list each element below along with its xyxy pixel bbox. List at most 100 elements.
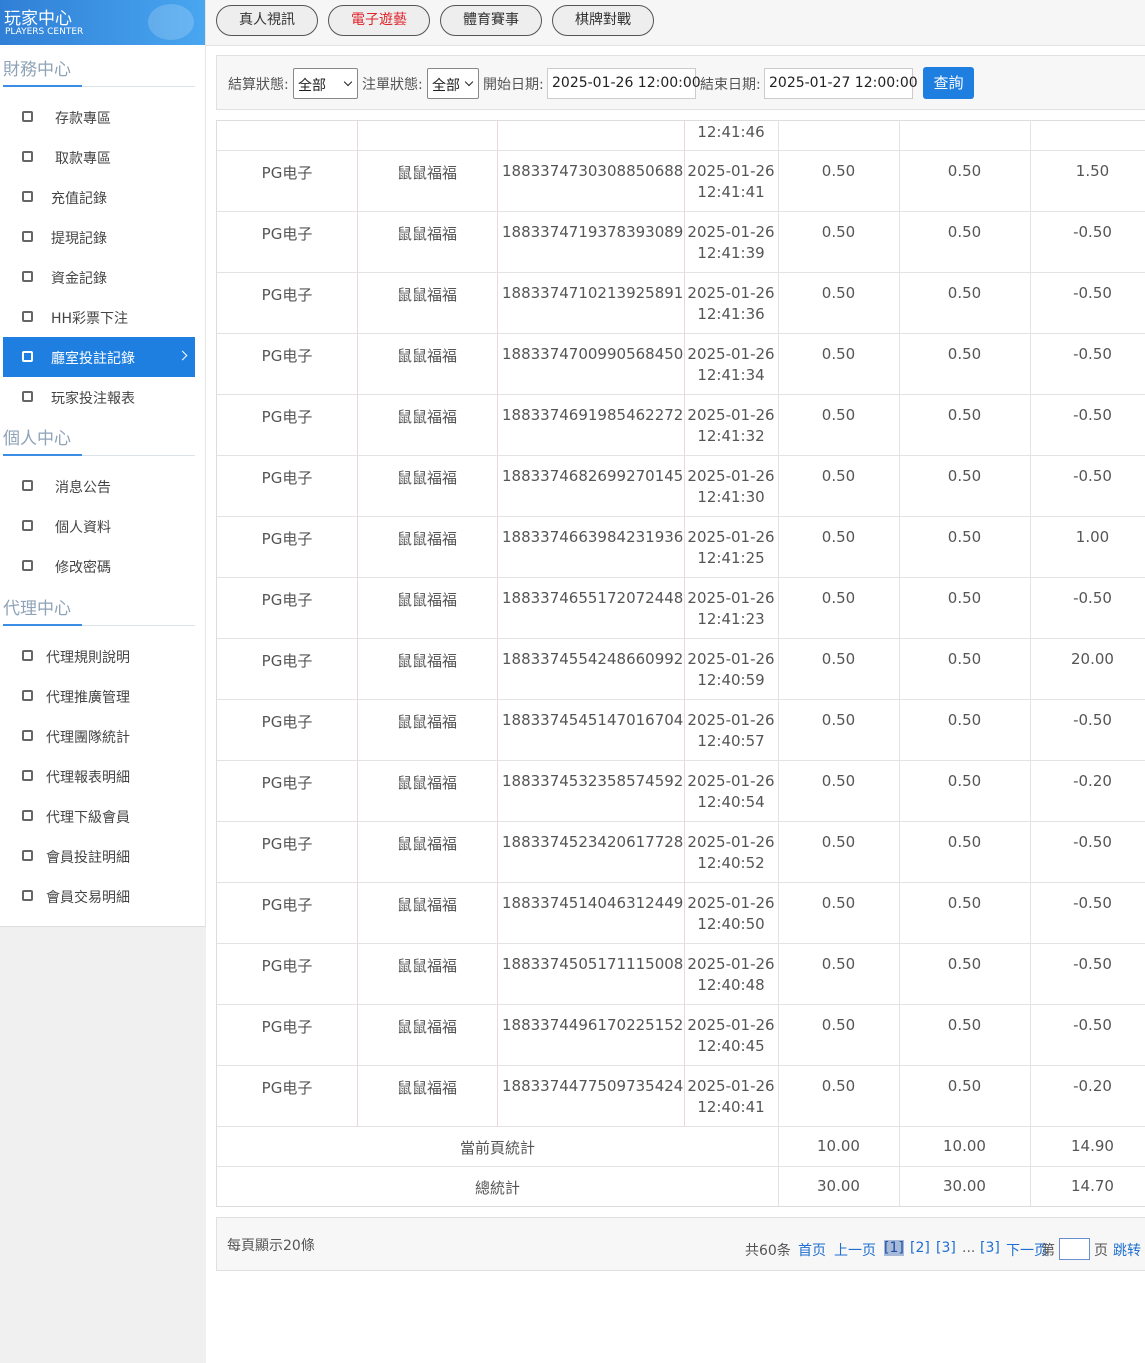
table-cell: 0.50 <box>947 1077 982 1095</box>
menu-label: 廳室投註記錄 <box>51 351 135 367</box>
sidebar-bottom <box>0 926 206 1363</box>
menu-item[interactable]: 廳室投註記錄 <box>3 337 195 377</box>
filter-input[interactable]: 2025-01-26 12:00:00 <box>547 68 701 99</box>
table-cell: 1883374730308850688 <box>502 162 684 180</box>
row-divider <box>217 1166 1145 1167</box>
table-cell: 12:40:59 <box>697 671 765 689</box>
menu-label: 取款專區 <box>55 151 111 167</box>
row-divider <box>217 1065 1145 1066</box>
menu-icon <box>22 151 33 162</box>
table-cell: 1883374545147016704 <box>502 711 684 729</box>
table-cell: 0.50 <box>821 955 856 973</box>
table-cell: 1883374505171115008 <box>502 955 684 973</box>
menu-item[interactable]: 代理推廣管理 <box>3 676 195 716</box>
page-link[interactable]: [1] <box>884 1240 904 1256</box>
menu-item[interactable]: 消息公告 <box>3 466 195 506</box>
filter-input[interactable]: 2025-01-27 12:00:00 <box>764 68 918 99</box>
menu-label: 代理下級會員 <box>46 810 130 826</box>
menu-icon <box>22 480 33 491</box>
total-label: 當前頁統計 <box>459 1139 535 1157</box>
tab-button[interactable]: 棋牌對戰 <box>552 5 654 36</box>
row-divider <box>217 394 1145 395</box>
menu-item[interactable]: 取款專區 <box>3 137 195 177</box>
menu-label: HH彩票下注 <box>51 311 129 327</box>
table-cell: 0.50 <box>821 467 856 485</box>
query-button[interactable]: 查詢 <box>923 67 974 99</box>
table-cell: 2025-01-26 <box>687 1016 775 1034</box>
table-cell: -0.50 <box>1073 345 1112 363</box>
menu-icon <box>22 231 33 242</box>
menu-icon <box>22 690 33 701</box>
menu-icon <box>22 810 33 821</box>
menu-label: 提現記錄 <box>51 231 107 247</box>
total-label: 總統計 <box>474 1179 520 1197</box>
table-cell: 2025-01-26 <box>687 345 775 363</box>
menu-item[interactable]: 充值記錄 <box>3 177 195 217</box>
menu-item[interactable]: 會員交易明細 <box>3 876 195 916</box>
menu-item[interactable]: 修改密碼 <box>3 546 195 586</box>
table-cell: 1883374523420617728 <box>502 833 684 851</box>
filter-select[interactable]: 全部 <box>293 68 358 99</box>
table-cell: 12:41:32 <box>697 427 765 445</box>
section-underline <box>3 625 195 626</box>
sidebar-header: 玩家中心 PLAYERS CENTER <box>0 0 205 45</box>
page-link[interactable]: 上一页 <box>834 1243 876 1259</box>
goto-button[interactable]: 跳转 <box>1113 1243 1141 1259</box>
menu-item[interactable]: 代理報表明細 <box>3 756 195 796</box>
row-divider <box>217 1126 1145 1127</box>
menu-item[interactable]: HH彩票下注 <box>3 297 195 337</box>
row-divider <box>217 638 1145 639</box>
table-cell: PG电子 <box>261 408 313 426</box>
menu-item[interactable]: 個人資料 <box>3 506 195 546</box>
table-cell: 2025-01-26 <box>687 650 775 668</box>
select-caret <box>343 77 353 87</box>
table-cell: PG电子 <box>261 347 313 365</box>
menu-item[interactable]: 代理團隊統計 <box>3 716 195 756</box>
menu-item[interactable]: 代理下級會員 <box>3 796 195 836</box>
menu-item[interactable]: 代理規則說明 <box>3 636 195 676</box>
tab-button[interactable]: 真人視訊 <box>216 5 318 36</box>
filter-label: 開始日期: <box>483 77 544 93</box>
page-link[interactable]: 下一页 <box>1006 1243 1048 1259</box>
row-divider <box>217 455 1145 456</box>
row-divider <box>217 272 1145 273</box>
table-cell: 1883374691985462272 <box>502 406 684 424</box>
table-cell: 0.50 <box>821 406 856 424</box>
goto-input[interactable] <box>1059 1238 1090 1260</box>
table-cell: -0.50 <box>1073 955 1112 973</box>
menu-item[interactable]: 資金記錄 <box>3 257 195 297</box>
row-divider <box>217 333 1145 334</box>
goto-prefix: 第 <box>1041 1243 1055 1259</box>
table-cell: 2025-01-26 <box>687 1077 775 1095</box>
page-ellipsis: ... <box>962 1240 976 1256</box>
table-cell: 2025-01-26 <box>687 467 775 485</box>
table-cell: 12:41:30 <box>697 488 765 506</box>
page-size-text: 每頁顯示20條 <box>227 1238 315 1254</box>
table-cell: PG电子 <box>261 1018 313 1036</box>
table-cell: 0.50 <box>947 711 982 729</box>
table-cell: 2025-01-26 <box>687 589 775 607</box>
table-cell: PG电子 <box>261 835 313 853</box>
page-link[interactable]: [3] <box>980 1240 1000 1256</box>
tab-button[interactable]: 電子遊藝 <box>328 5 430 36</box>
menu-icon <box>22 770 33 781</box>
table-cell: 0.50 <box>821 894 856 912</box>
table-cell: 1883374477509735424 <box>502 1077 684 1095</box>
page-link[interactable]: [3] <box>936 1240 956 1256</box>
menu-item[interactable]: 存款專區 <box>3 97 195 137</box>
menu-item[interactable]: 玩家投注報表 <box>3 377 195 417</box>
table-cell: -0.50 <box>1073 467 1112 485</box>
table-cell: PG电子 <box>261 957 313 975</box>
section-underline <box>3 455 195 456</box>
table-cell: PG电子 <box>261 774 313 792</box>
table-cell: -0.50 <box>1073 833 1112 851</box>
filter-select[interactable]: 全部 <box>427 68 479 99</box>
tab-button[interactable]: 體育賽事 <box>440 5 542 36</box>
menu-icon <box>22 311 33 322</box>
menu-item[interactable]: 提現記錄 <box>3 217 195 257</box>
table-cell: 0.50 <box>947 284 982 302</box>
menu-item[interactable]: 會員投註明細 <box>3 836 195 876</box>
page-link[interactable]: 首页 <box>798 1243 826 1259</box>
page-link[interactable]: [2] <box>910 1240 930 1256</box>
page-total: 共60条 <box>745 1243 791 1259</box>
